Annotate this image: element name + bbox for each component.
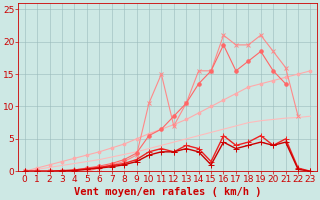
X-axis label: Vent moyen/en rafales ( km/h ): Vent moyen/en rafales ( km/h ) — [74, 187, 261, 197]
